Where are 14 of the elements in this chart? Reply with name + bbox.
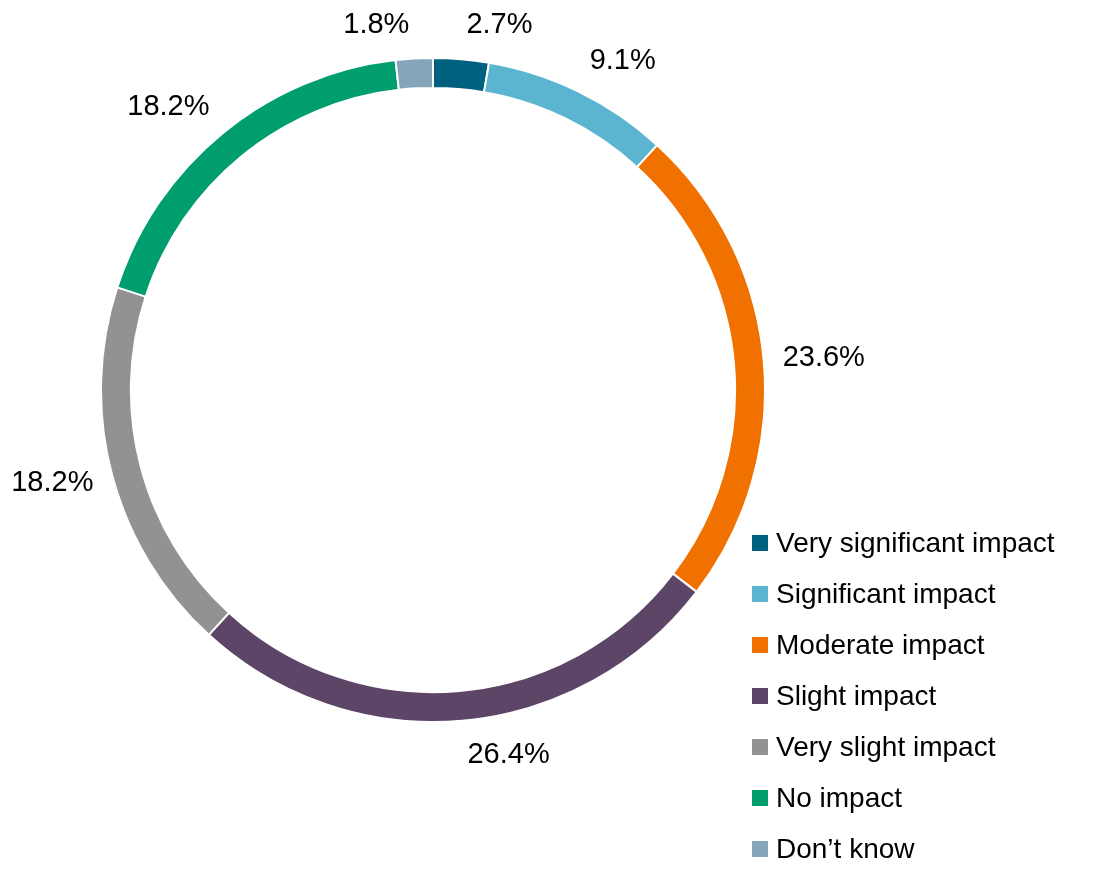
data-label: 18.2% bbox=[127, 88, 210, 121]
legend-label: Don’t know bbox=[776, 832, 915, 865]
legend-label: Slight impact bbox=[776, 679, 937, 712]
legend-label: Significant impact bbox=[776, 577, 996, 610]
legend-label: No impact bbox=[776, 781, 903, 814]
data-label: 26.4% bbox=[467, 736, 550, 769]
legend-label: Very slight impact bbox=[776, 730, 996, 763]
data-label: 23.6% bbox=[782, 339, 865, 372]
data-label: 18.2% bbox=[11, 465, 94, 498]
legend-label: Very significant impact bbox=[776, 526, 1055, 559]
data-label: 1.8% bbox=[343, 6, 410, 39]
data-label: 2.7% bbox=[466, 7, 533, 40]
legend-label: Moderate impact bbox=[776, 628, 985, 661]
data-label: 9.1% bbox=[589, 43, 656, 76]
